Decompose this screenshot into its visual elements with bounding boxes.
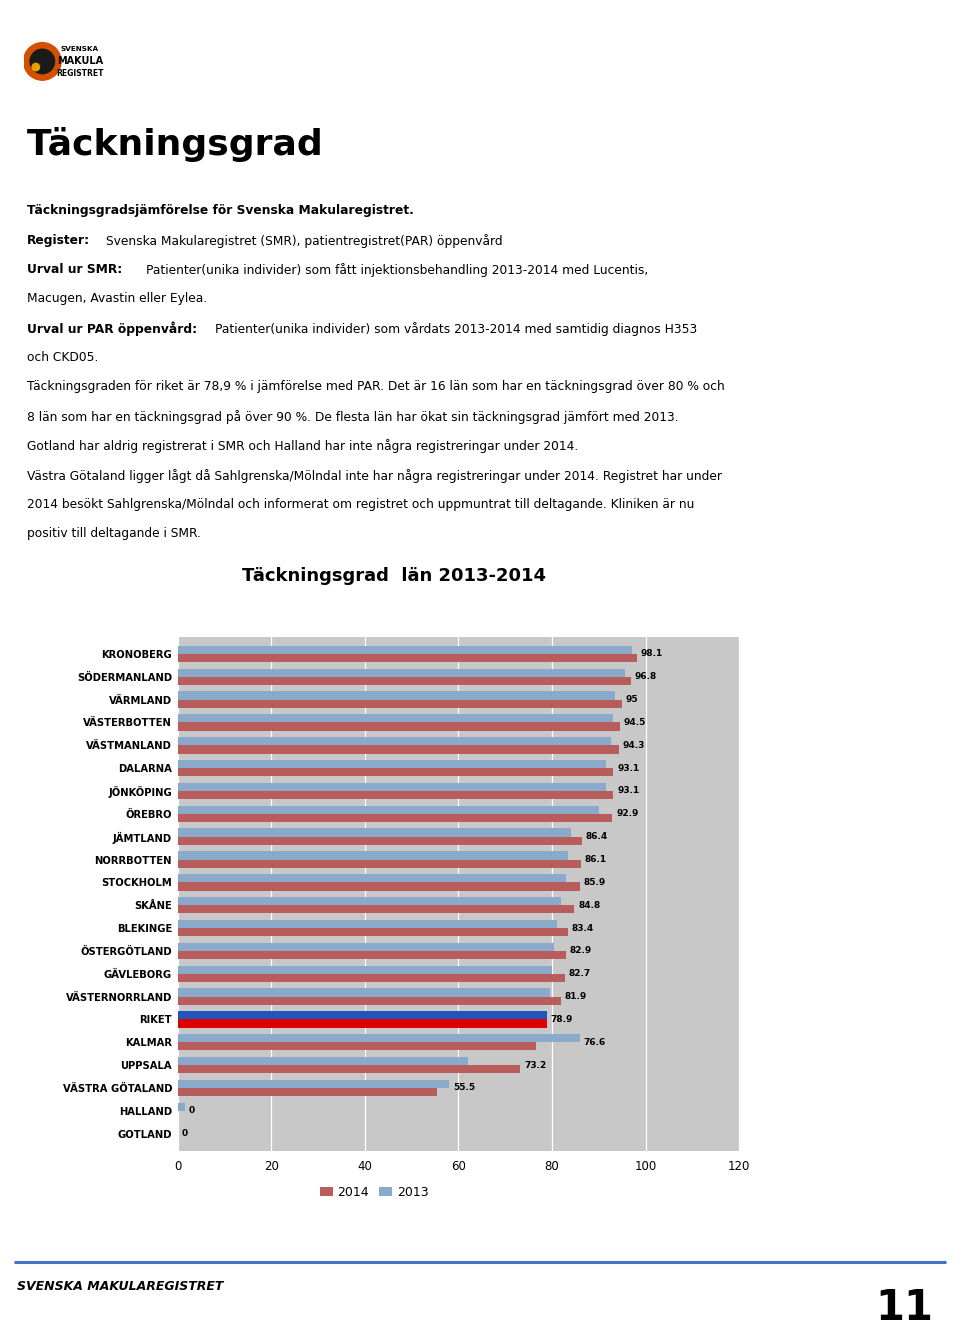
- Text: Patienter(unika individer) som vårdats 2013-2014 med samtidig diagnos H353: Patienter(unika individer) som vårdats 2…: [215, 322, 697, 335]
- Bar: [178, 646, 632, 654]
- Bar: [178, 1035, 580, 1043]
- Bar: [178, 874, 566, 882]
- Bar: [178, 920, 557, 928]
- Text: 0: 0: [181, 1129, 187, 1139]
- Bar: [178, 829, 570, 837]
- Text: Gotland har aldrig registrerat i SMR och Halland har inte några registreringar u: Gotland har aldrig registrerat i SMR och…: [27, 439, 578, 453]
- Bar: [178, 714, 612, 722]
- Text: 85.9: 85.9: [584, 878, 606, 886]
- Text: REGISTRET: REGISTRET: [56, 69, 104, 79]
- Bar: [178, 996, 561, 1005]
- Bar: [178, 882, 580, 890]
- Bar: [178, 860, 581, 868]
- Bar: [178, 965, 552, 973]
- Text: Täckningsgraden för riket är 78,9 % i jämförelse med PAR. Det är 16 län som har : Täckningsgraden för riket är 78,9 % i jä…: [27, 380, 725, 394]
- Bar: [178, 654, 636, 662]
- Bar: [178, 700, 622, 708]
- Text: SVENSKA: SVENSKA: [60, 47, 99, 52]
- Bar: [178, 1103, 184, 1111]
- Text: 92.9: 92.9: [616, 809, 638, 818]
- Text: 93.1: 93.1: [617, 786, 639, 796]
- Text: 73.2: 73.2: [524, 1060, 546, 1069]
- Bar: [178, 677, 631, 685]
- Text: 94.5: 94.5: [624, 718, 646, 728]
- Bar: [178, 928, 568, 936]
- Bar: [178, 951, 565, 959]
- Bar: [178, 905, 574, 913]
- Text: 55.5: 55.5: [453, 1084, 475, 1092]
- Legend: 2014, 2013: 2014, 2013: [315, 1180, 433, 1204]
- Text: 86.4: 86.4: [586, 832, 608, 841]
- Bar: [178, 1020, 547, 1028]
- Bar: [178, 805, 599, 814]
- Text: 94.3: 94.3: [623, 741, 645, 750]
- Bar: [178, 837, 582, 845]
- Text: 8 län som har en täckningsgrad på över 90 %. De flesta län har ökat sin täckning: 8 län som har en täckningsgrad på över 9…: [27, 410, 679, 423]
- Bar: [178, 722, 620, 730]
- Text: Täckningsgrad  län 2013-2014: Täckningsgrad län 2013-2014: [242, 567, 545, 585]
- Text: 82.7: 82.7: [568, 969, 590, 979]
- Bar: [178, 1057, 468, 1065]
- Text: 96.8: 96.8: [635, 673, 657, 681]
- Bar: [178, 943, 554, 951]
- Text: Svenska Makularegistret (SMR), patientregistret(PAR) öppenvård: Svenska Makularegistret (SMR), patientre…: [106, 234, 502, 247]
- Text: Patienter(unika individer) som fått injektionsbehandling 2013-2014 med Lucentis,: Patienter(unika individer) som fått inje…: [146, 263, 648, 276]
- Text: Urval ur SMR:: Urval ur SMR:: [27, 263, 122, 276]
- Circle shape: [24, 43, 61, 80]
- Text: 93.1: 93.1: [617, 764, 639, 773]
- Text: positiv till deltagande i SMR.: positiv till deltagande i SMR.: [27, 527, 201, 541]
- Text: Macugen, Avastin eller Eylea.: Macugen, Avastin eller Eylea.: [27, 292, 207, 306]
- Text: Västra Götaland ligger lågt då Sahlgrenska/Mölndal inte har några registreringar: Västra Götaland ligger lågt då Sahlgrens…: [27, 469, 722, 482]
- Bar: [178, 1065, 520, 1073]
- Bar: [178, 669, 625, 677]
- Bar: [178, 988, 550, 996]
- Bar: [178, 897, 562, 905]
- Bar: [178, 760, 606, 768]
- Text: 95: 95: [626, 696, 638, 704]
- Text: 98.1: 98.1: [640, 649, 662, 658]
- Text: 84.8: 84.8: [578, 901, 600, 909]
- Text: 81.9: 81.9: [564, 992, 587, 1001]
- Bar: [178, 782, 606, 790]
- Circle shape: [30, 49, 55, 73]
- Bar: [178, 768, 613, 777]
- Text: 0: 0: [188, 1107, 195, 1115]
- Bar: [178, 852, 568, 860]
- Bar: [178, 737, 611, 745]
- Bar: [178, 1011, 547, 1020]
- Text: 2014 besökt Sahlgrenska/Mölndal och informerat om registret och uppmuntrat till : 2014 besökt Sahlgrenska/Mölndal och info…: [27, 498, 694, 511]
- Bar: [178, 814, 612, 822]
- Text: 83.4: 83.4: [571, 924, 594, 933]
- Text: Täckningsgradsjämförelse för Svenska Makularegistret.: Täckningsgradsjämförelse för Svenska Mak…: [27, 204, 414, 218]
- Text: 76.6: 76.6: [584, 1037, 606, 1047]
- Bar: [178, 745, 619, 753]
- Bar: [178, 790, 613, 800]
- Text: Täckningsgrad: Täckningsgrad: [27, 127, 324, 162]
- Text: Urval ur PAR öppenvård:: Urval ur PAR öppenvård:: [27, 322, 197, 336]
- Text: 11: 11: [876, 1287, 933, 1328]
- Bar: [178, 1043, 536, 1051]
- Bar: [178, 973, 564, 983]
- Bar: [178, 1088, 438, 1096]
- Bar: [178, 692, 615, 700]
- Text: 78.9: 78.9: [551, 1015, 573, 1024]
- Circle shape: [32, 63, 39, 71]
- Text: och CKD05.: och CKD05.: [27, 351, 98, 364]
- Text: Register:: Register:: [27, 234, 90, 247]
- Text: 86.1: 86.1: [585, 854, 607, 864]
- Bar: [178, 1080, 449, 1088]
- Text: MAKULA: MAKULA: [57, 56, 103, 67]
- Text: 82.9: 82.9: [569, 947, 591, 956]
- Text: SVENSKA MAKULAREGISTRET: SVENSKA MAKULAREGISTRET: [17, 1280, 224, 1292]
